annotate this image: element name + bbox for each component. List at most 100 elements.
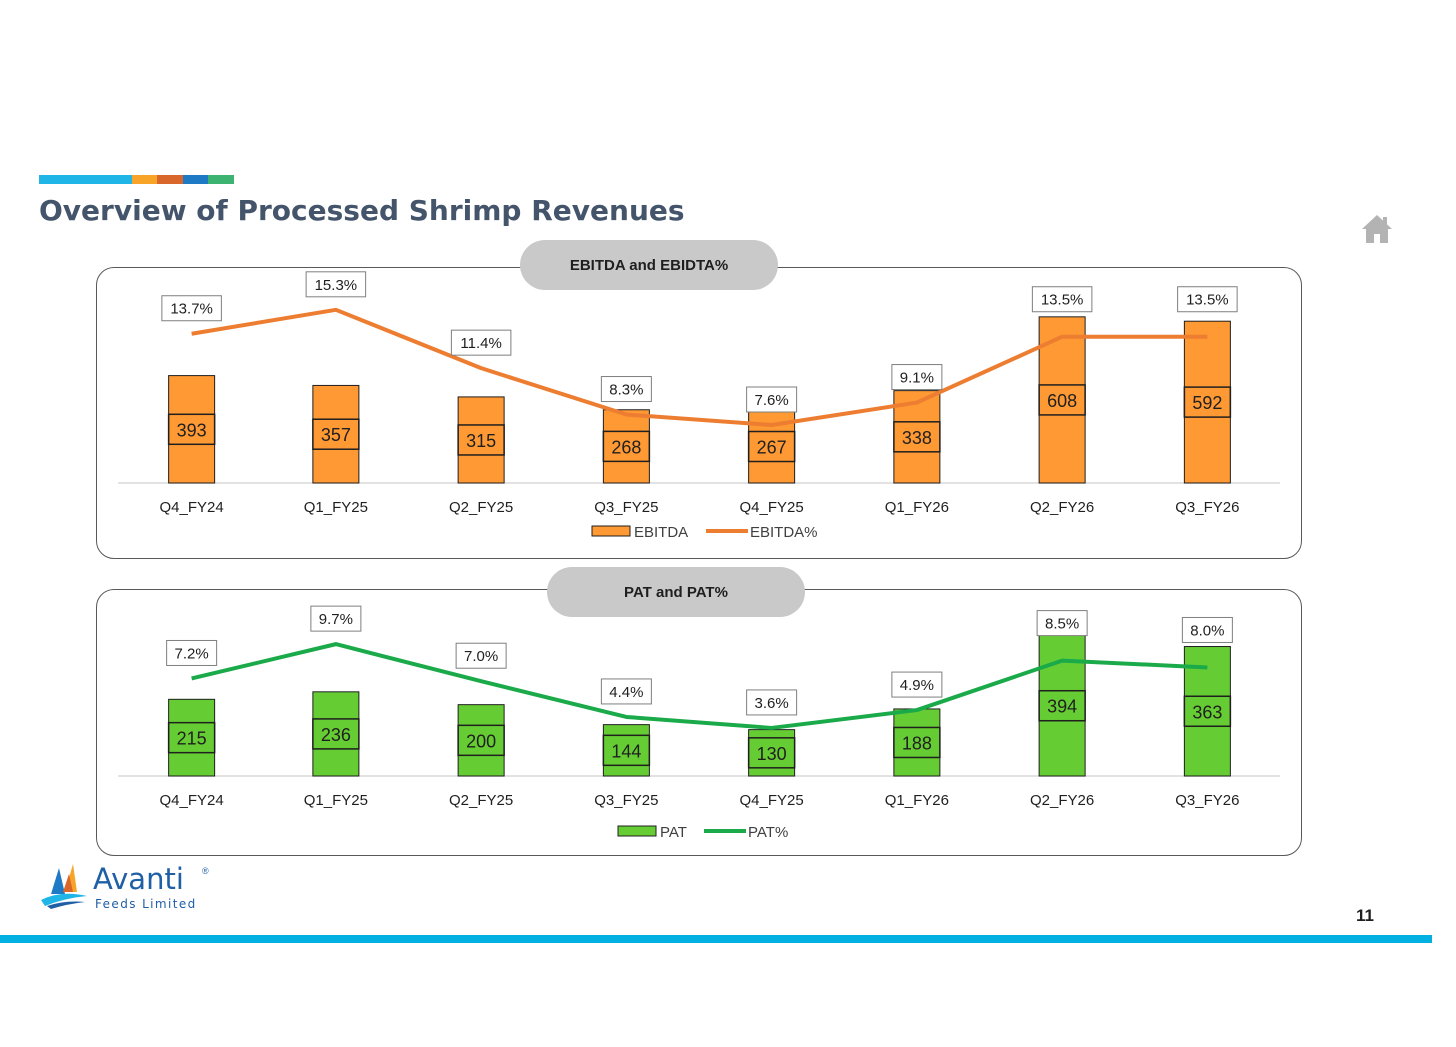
pat-line-label-box: [1036, 610, 1088, 637]
ebitda-category-label-Q2_FY26: Q2_FY26: [1030, 499, 1094, 516]
ebitda-bar-label-Q1_FY26: 338: [902, 428, 932, 448]
ebitda-line-label-box: [450, 329, 512, 356]
pat-bar-Q4_FY24: [168, 698, 216, 777]
logo-name: Avanti: [93, 862, 184, 896]
ebitda-category-label-Q1_FY26: Q1_FY26: [885, 499, 949, 516]
ebitda-bar-label-Q4_FY24: 393: [177, 420, 207, 440]
pat-line-label-box: [310, 605, 362, 632]
pat-category-label-Q3_FY25: Q3_FY25: [594, 792, 658, 809]
ebitda-legend-line-label: EBITDA%: [750, 524, 818, 541]
ebitda-line-label-box: [891, 364, 943, 391]
ebitda-bar-label-box: [1038, 384, 1086, 416]
pat-line-label-box: [166, 639, 218, 666]
ebitda-bar-label-box: [1183, 386, 1232, 418]
pat-bar-label-Q4_FY25: 130: [757, 744, 787, 764]
ebitda-bar-Q3_FY25: [602, 409, 650, 484]
ebitda-bar-label-box: [893, 421, 941, 453]
ebitda-line-label-box: [1031, 286, 1093, 313]
ebitda-line-label-Q1_FY25: 15.3%: [315, 277, 358, 294]
pat-bar-label-Q3_FY26: 363: [1192, 702, 1222, 722]
pat-bar-label-box: [1183, 695, 1232, 728]
pat-bar-label-box: [602, 734, 651, 767]
pat-category-label-Q2_FY25: Q2_FY25: [449, 792, 513, 809]
pat-bar-Q1_FY26: [893, 708, 941, 777]
ebitda-category-label-Q4_FY24: Q4_FY24: [160, 499, 224, 516]
pat-chart-title: PAT and PAT%: [547, 567, 805, 617]
ebitda-bar-Q3_FY26: [1183, 320, 1231, 484]
ebitda-line-label-box: [1177, 286, 1238, 313]
pat-category-label-Q1_FY25: Q1_FY25: [304, 792, 368, 809]
ebitda-bar-label-box: [312, 418, 360, 450]
pat-line-label-box: [891, 671, 943, 698]
bottom-color-bar: [0, 935, 1432, 943]
pat-bar-label-Q1_FY26: 188: [902, 733, 932, 753]
ebitda-legend-bar-swatch: [591, 525, 631, 537]
pat-line-label-Q4_FY25: 3.6%: [755, 695, 789, 712]
pat-bar-label-box: [457, 724, 505, 757]
ebitda-line-label-Q3_FY25: 8.3%: [609, 382, 643, 399]
ebitda-bar-label-box: [747, 430, 796, 463]
pat-bar-label-box: [893, 726, 941, 759]
ebitda-category-label-Q4_FY25: Q4_FY25: [740, 499, 804, 516]
page-title: Overview of Processed Shrimp Revenues: [39, 194, 685, 227]
ebitda-bar-label-Q3_FY25: 268: [611, 437, 641, 457]
ebitda-category-label-Q3_FY25: Q3_FY25: [594, 499, 658, 516]
pat-bar-label-Q2_FY25: 200: [466, 731, 496, 751]
ebitda-category-label-Q2_FY25: Q2_FY25: [449, 499, 513, 516]
pat-legend-line-label: PAT%: [748, 824, 788, 841]
pat-bar-label-Q1_FY25: 236: [321, 725, 351, 745]
pat-line-label-Q1_FY25: 9.7%: [319, 611, 353, 628]
pat-category-label-Q4_FY25: Q4_FY25: [740, 792, 804, 809]
pat-bar-label-box: [1038, 689, 1086, 722]
ebitda-line-label-Q1_FY26: 9.1%: [900, 370, 934, 387]
ebitda-line-label-Q3_FY26: 13.5%: [1186, 292, 1229, 309]
ebitda-bar-label-Q2_FY26: 608: [1047, 391, 1077, 411]
ebitda-line-label-Q4_FY24: 13.7%: [170, 301, 213, 318]
ebitda-category-label-Q3_FY26: Q3_FY26: [1175, 499, 1239, 516]
ebitda-bar-label-box: [457, 424, 505, 456]
pat-bar-label-Q2_FY26: 394: [1047, 697, 1077, 717]
ebitda-line-label-Q4_FY25: 7.6%: [755, 392, 789, 409]
page-number: 11: [1356, 906, 1374, 925]
ebitda-line-label-box: [746, 386, 798, 413]
pat-legend-bar-label: PAT: [660, 824, 687, 841]
pat-line-label-Q2_FY26: 8.5%: [1045, 616, 1079, 633]
pat-line-label-box: [600, 678, 652, 705]
pat-bar-label-box: [167, 721, 216, 754]
home-icon[interactable]: [1360, 212, 1394, 246]
ebitda-bar-label-box: [167, 413, 216, 446]
ebitda-line-label-Q2_FY26: 13.5%: [1041, 292, 1084, 309]
ebitda-bar-label-Q1_FY25: 357: [321, 425, 351, 445]
pat-legend-bar-swatch: [617, 825, 657, 837]
ebitda-line-label-box: [305, 271, 367, 298]
pat-line-label-Q4_FY24: 7.2%: [175, 645, 209, 662]
ebitda-line-label-box: [600, 376, 652, 403]
avanti-logo-icon: [41, 864, 87, 909]
logo-subtitle: Feeds Limited: [95, 897, 197, 911]
ebitda-category-label-Q1_FY25: Q1_FY25: [304, 499, 368, 516]
pat-category-label-Q2_FY26: Q2_FY26: [1030, 792, 1094, 809]
ebitda-bar-label-box: [602, 430, 651, 463]
pat-line-label-Q1_FY26: 4.9%: [900, 677, 934, 694]
ebitda-bar-label-Q3_FY26: 592: [1192, 393, 1222, 413]
pat-line-label-box: [1181, 616, 1233, 643]
pat-bar-label-Q4_FY24: 215: [177, 729, 207, 749]
ebitda-line-series: [191, 307, 1208, 428]
pat-line-label-box: [746, 689, 798, 716]
pat-line-label-box: [455, 642, 507, 669]
pat-bar-label-Q3_FY25: 144: [611, 741, 641, 761]
pat-bar-label-box: [747, 737, 796, 769]
ebitda-bar-Q2_FY25: [457, 396, 505, 484]
ebitda-bar-label-Q4_FY25: 267: [757, 438, 787, 458]
pat-line-label-Q2_FY25: 7.0%: [464, 648, 498, 665]
pat-category-label-Q4_FY24: Q4_FY24: [160, 792, 224, 809]
pat-category-label-Q1_FY26: Q1_FY26: [885, 792, 949, 809]
accent-segment-green: [208, 175, 234, 184]
ebitda-chart-title: EBITDA and EBIDTA%: [520, 240, 778, 290]
ebitda-line-label-box: [161, 295, 222, 322]
pat-bar-Q2_FY25: [457, 704, 505, 777]
accent-segment-orange: [157, 175, 183, 184]
pat-bar-label-box: [312, 718, 360, 750]
ebitda-legend-bar-label: EBITDA: [634, 524, 688, 541]
